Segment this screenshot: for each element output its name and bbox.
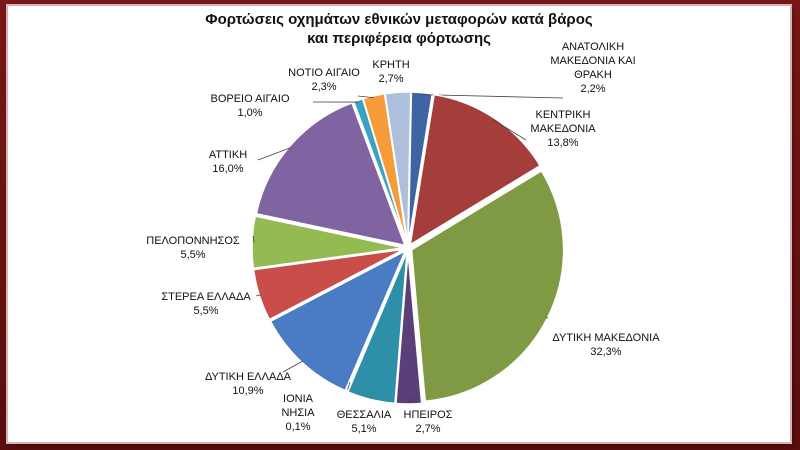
slice-label-5: ΙΟΝΙΑ ΝΗΣΙΑ 0,1%	[281, 393, 315, 433]
slice-name-1-0: ΚΕΝΤΡΙΚΗ	[535, 109, 590, 121]
slice-name-0-2: ΘΡΑΚΗ	[574, 69, 612, 81]
slice-name-0-1: ΜΑΚΕΔΟΝΙΑ ΚΑΙ	[550, 55, 635, 67]
slice-label-6: ΔΥΤΙΚΗ ΕΛΛΑΔΑ 10,9%	[205, 371, 292, 397]
slice-value-10: 1,0%	[237, 107, 262, 119]
slice-label-9: ΑΤΤΙΚΗ 16,0%	[209, 149, 247, 175]
chart-title: Φορτώσεις οχημάτων εθνικών μεταφορών κατ…	[8, 10, 790, 48]
slice-name-4-0: ΘΕΣΣΑΛΙΑ	[337, 409, 392, 421]
slice-label-1: ΚΕΝΤΡΙΚΗ ΜΑΚΕΔΟΝΙΑ 13,8%	[530, 109, 596, 149]
slice-label-12: ΚΡΗΤΗ 2,7%	[372, 59, 409, 85]
pie-slice-5	[345, 251, 408, 393]
slice-label-7: ΣΤΕΡΕΑ ΕΛΛΑΔΑ 5,5%	[161, 291, 251, 317]
slice-value-0: 2,2%	[580, 83, 605, 95]
leader-line-0	[421, 94, 564, 99]
slice-value-1: 13,8%	[547, 137, 578, 149]
slice-name-1-1: ΜΑΚΕΔΟΝΙΑ	[530, 123, 596, 135]
pie-slice-12	[384, 91, 412, 245]
leader-line-2	[545, 316, 549, 319]
slice-name-5-1: ΝΗΣΙΑ	[281, 407, 315, 419]
pie-slice-1	[409, 93, 542, 247]
chart-panel: Φορτώσεις οχημάτων εθνικών μεταφορών κατ…	[8, 6, 790, 442]
slice-value-7: 5,5%	[193, 305, 218, 317]
slice-name-10-0: ΒΟΡΕΙΟ ΑΙΓΑΙΟ	[210, 93, 289, 105]
pie-slice-6	[269, 249, 407, 392]
slice-value-9: 16,0%	[212, 163, 243, 175]
pie-slice-8	[251, 215, 405, 270]
leader-line-5	[347, 381, 351, 390]
slice-value-5: 0,1%	[285, 421, 310, 433]
leader-line-6	[282, 360, 304, 373]
slice-value-12: 2,7%	[378, 73, 403, 85]
slice-name-3-0: ΗΠΕΙΡΟΣ	[404, 409, 453, 421]
slice-label-8: ΠΕΛΟΠΟΝΝΗΣΟΣ 5,5%	[146, 235, 240, 261]
slice-value-4: 5,1%	[351, 423, 376, 435]
slice-name-7-0: ΣΤΕΡΕΑ ΕΛΛΑΔΑ	[161, 291, 251, 303]
pie-chart: ΑΝΑΤΟΛΙΚΗ ΜΑΚΕΔΟΝΙΑ ΚΑΙ ΘΡΑΚΗ 2,2% ΚΕΝΤΡΙΚΗ Μ…	[146, 41, 660, 435]
slice-label-10: ΒΟΡΕΙΟ ΑΙΓΑΙΟ 1,0%	[210, 93, 289, 119]
slice-name-12-0: ΚΡΗΤΗ	[372, 59, 409, 71]
leader-line-11	[357, 95, 375, 99]
leader-line-1	[493, 119, 527, 141]
leader-line-9	[257, 147, 292, 161]
slice-label-4: ΘΕΣΣΑΛΙΑ 5,1%	[337, 409, 392, 435]
slice-name-9-0: ΑΤΤΙΚΗ	[209, 149, 247, 161]
pie-slice-2	[410, 169, 565, 403]
slice-name-0-0: ΑΝΑΤΟΛΙΚΗ	[562, 41, 624, 53]
slice-name-11-0: ΝΟΤΙΟ ΑΙΓΑΙΟ	[288, 67, 360, 79]
slice-name-2-0: ΔΥΤΙΚΗ ΜΑΚΕΔΟΝΙΑ	[552, 332, 660, 344]
slice-name-6-0: ΔΥΤΙΚΗ ΕΛΛΑΔΑ	[205, 371, 292, 383]
chart-title-line-2: και περιφέρεια φόρτωσης	[307, 30, 491, 47]
leader-line-3	[408, 395, 419, 403]
pie-slice-9	[255, 101, 407, 247]
pie-slice-3	[395, 251, 423, 405]
slice-label-0: ΑΝΑΤΟΛΙΚΗ ΜΑΚΕΔΟΝΙΑ ΚΑΙ ΘΡΑΚΗ 2,2%	[550, 41, 635, 95]
slice-value-2: 32,3%	[590, 346, 621, 358]
slice-name-8-0: ΠΕΛΟΠΟΝΝΗΣΟΣ	[146, 235, 240, 247]
slice-label-3: ΗΠΕΙΡΟΣ 2,7%	[404, 409, 453, 435]
slice-value-3: 2,7%	[415, 423, 440, 435]
slice-value-11: 2,3%	[311, 81, 336, 93]
slice-value-8: 5,5%	[180, 249, 205, 261]
slice-name-5-0: ΙΟΝΙΑ	[283, 393, 314, 405]
slice-label-11: ΝΟΤΙΟ ΑΙΓΑΙΟ 2,3%	[288, 67, 360, 93]
leader-line-8	[252, 235, 255, 243]
chart-title-line-1: Φορτώσεις οχημάτων εθνικών μεταφορών κατ…	[205, 11, 593, 28]
leader-line-7	[255, 294, 262, 297]
slice-label-2: ΔΥΤΙΚΗ ΜΑΚΕΔΟΝΙΑ 32,3%	[552, 332, 660, 358]
slice-value-6: 10,9%	[232, 385, 263, 397]
